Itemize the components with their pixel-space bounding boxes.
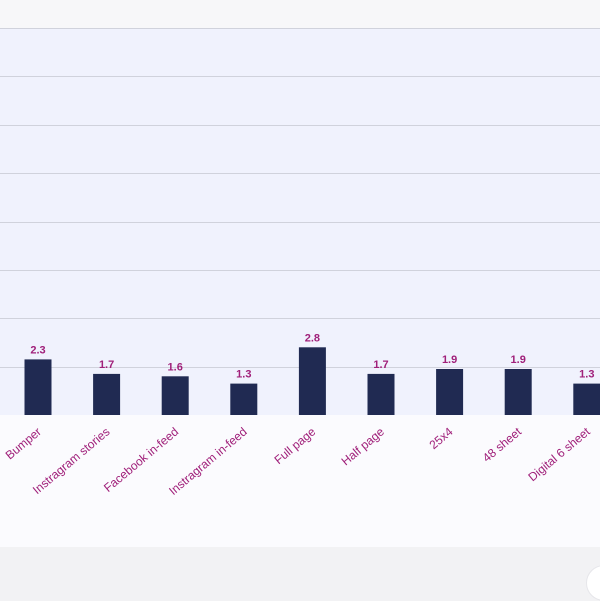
- data-label: 1.9: [511, 354, 526, 366]
- bar: [93, 374, 120, 415]
- x-tick-label: Full page: [272, 424, 319, 467]
- data-label: 1.3: [236, 369, 251, 381]
- x-tick-label: 48 sheet: [480, 424, 525, 465]
- bar: [25, 359, 52, 415]
- bar: [230, 384, 257, 415]
- bar: [436, 369, 463, 415]
- data-label: 2.3: [30, 344, 45, 356]
- bar: [573, 384, 600, 415]
- bar: [299, 347, 326, 415]
- x-tick-label: Digital 6 sheet: [525, 424, 593, 484]
- data-label: 1.7: [99, 359, 114, 371]
- data-label: 1.7: [373, 359, 388, 371]
- x-tick-label: Bumper: [3, 425, 44, 463]
- x-tick-label: Half page: [339, 424, 388, 468]
- data-label: 1.6: [168, 361, 183, 373]
- bar: [162, 376, 189, 415]
- bar: [368, 374, 395, 415]
- data-label: 1.9: [442, 354, 457, 366]
- bar: [505, 369, 532, 415]
- x-tick-label: 25x4: [427, 424, 456, 452]
- data-label: 1.3: [579, 369, 594, 381]
- data-label: 2.8: [305, 332, 320, 344]
